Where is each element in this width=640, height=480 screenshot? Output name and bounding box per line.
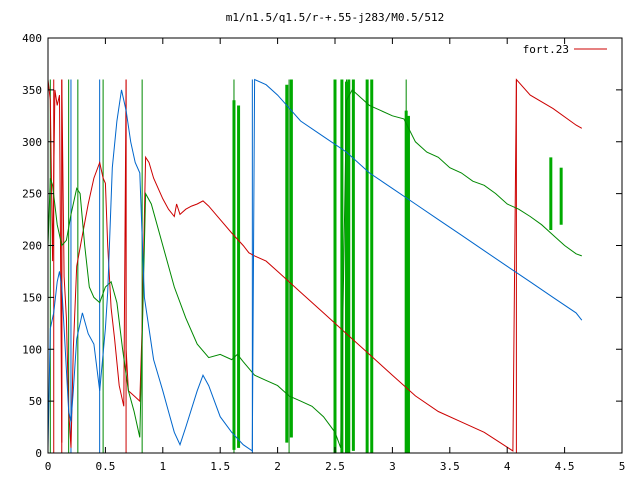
x-tick-label: 4 [504, 460, 511, 473]
x-tick-label: 1 [159, 460, 166, 473]
legend-label: fort.23 [523, 43, 569, 56]
x-tick-label: 3.5 [440, 460, 460, 473]
y-tick-label: 0 [35, 447, 42, 460]
x-tick-label: 1.5 [210, 460, 230, 473]
x-tick-label: 3 [389, 460, 396, 473]
data-layer [47, 78, 583, 453]
y-tick-label: 200 [22, 240, 42, 253]
y-tick-label: 400 [22, 32, 42, 45]
axis-ticks: 0 0.5 1 1.5 2 2.5 3 3.5 4 4.5 50501001502002503003… [22, 32, 625, 473]
x-tick-label: 2.5 [325, 460, 345, 473]
y-tick-label: 50 [29, 395, 42, 408]
y-tick-label: 300 [22, 136, 42, 149]
y-tick-label: 100 [22, 343, 42, 356]
x-tick-label: 0.5 [95, 460, 115, 473]
x-tick-label: 2 [274, 460, 281, 473]
series-line-3 [47, 78, 583, 452]
chart-title: m1/n1.5/q1.5/r-+.55-j283/M0.5/512 [226, 11, 445, 24]
x-tick-label: 5 [619, 460, 626, 473]
series-line-2 [47, 89, 582, 448]
plot-frame [47, 37, 623, 454]
y-tick-label: 150 [22, 291, 42, 304]
x-tick-label: 4.5 [555, 460, 575, 473]
legend: fort.23 [523, 43, 607, 56]
y-tick-label: 250 [22, 188, 42, 201]
y-tick-label: 350 [22, 84, 42, 97]
series-line-1 [47, 78, 583, 452]
x-tick-label: 0 [45, 460, 52, 473]
